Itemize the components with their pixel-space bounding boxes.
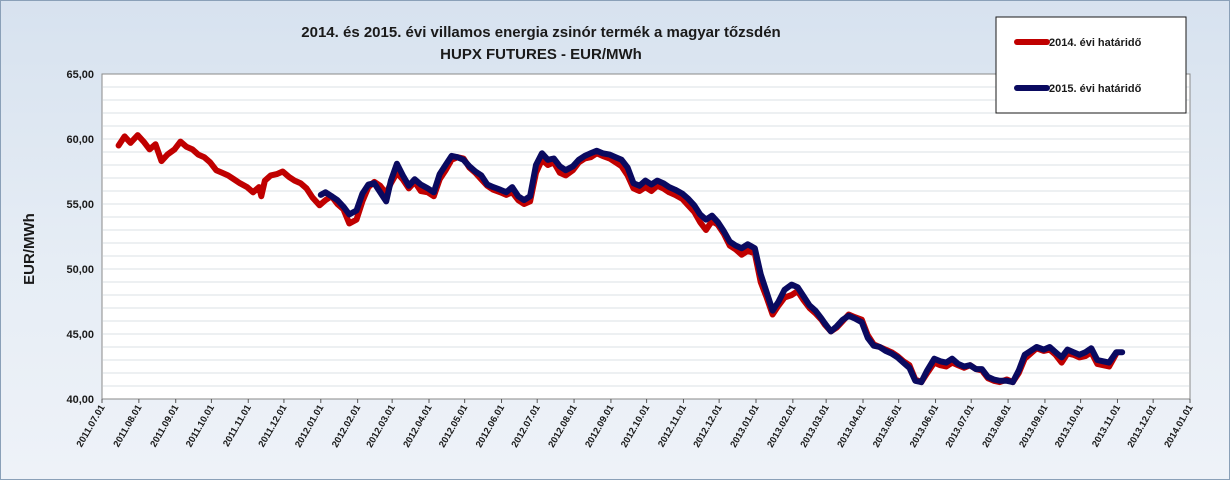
x-tick-label: 2013.04.01 — [835, 402, 869, 449]
x-tick-label: 2013.11.01 — [1090, 402, 1123, 449]
x-tick-label: 2013.05.01 — [871, 402, 905, 449]
y-tick-label: 65,00 — [66, 69, 94, 81]
x-tick-label: 2014.01.01 — [1162, 402, 1196, 449]
x-tick-label: 2012.02.01 — [330, 402, 364, 449]
x-tick-label: 2013.07.01 — [944, 402, 978, 449]
x-tick-label: 2013.08.01 — [980, 402, 1014, 449]
y-axis-label: EUR/MWh — [21, 213, 38, 285]
x-tick-label: 2013.06.01 — [908, 402, 942, 449]
x-axis-ticks: 2011.07.01 2011.08.01 2011.09.01 2011.10.01… — [75, 399, 1196, 450]
chart-subtitle: HUPX FUTURES - EUR/MWh — [440, 46, 642, 63]
x-tick-label: 2012.09.01 — [583, 402, 617, 449]
x-tick-label: 2011.12.01 — [256, 402, 289, 449]
x-tick-label: 2011.07.01 — [75, 402, 108, 449]
y-axis-ticks: 65,00 60,00 55,00 50,00 45,00 40,00 — [66, 69, 94, 406]
legend-label-2014: 2014. évi határidő — [1049, 37, 1142, 49]
x-tick-label: 2013.03.01 — [798, 402, 832, 449]
x-tick-label: 2011.11.01 — [221, 402, 254, 448]
x-tick-label: 2011.08.01 — [111, 402, 144, 449]
series-line-2015 — [317, 147, 1126, 386]
y-tick-label: 55,00 — [66, 199, 94, 211]
plot-area — [101, 73, 1191, 400]
y-tick-label: 45,00 — [66, 329, 94, 341]
x-tick-label: 2012.01.01 — [293, 402, 327, 449]
x-tick-label: 2012.07.01 — [509, 402, 543, 449]
gridlines — [102, 86, 1190, 387]
x-tick-label: 2011.10.01 — [184, 402, 217, 449]
legend: 2014. évi határidő 2015. évi határidő — [995, 16, 1187, 114]
x-tick-label: 2013.09.01 — [1017, 402, 1051, 449]
x-tick-label: 2013.12.01 — [1125, 402, 1159, 449]
x-tick-label: 2013.01.01 — [728, 402, 762, 449]
x-tick-label: 2013.10.01 — [1053, 402, 1087, 449]
x-tick-label: 2012.12.01 — [691, 402, 725, 449]
series-line-2014 — [115, 132, 1120, 386]
legend-label-2015: 2015. évi határidő — [1049, 83, 1142, 95]
x-tick-label: 2013.02.01 — [765, 402, 799, 449]
x-tick-label: 2012.05.01 — [437, 402, 471, 449]
y-tick-label: 50,00 — [66, 264, 94, 276]
y-tick-label: 60,00 — [66, 134, 94, 146]
chart-title: 2014. és 2015. évi villamos energia zsin… — [301, 24, 780, 41]
series-lines — [115, 132, 1126, 386]
x-tick-label: 2012.03.01 — [364, 402, 398, 449]
legend-box — [995, 16, 1187, 114]
y-tick-label: 40,00 — [66, 394, 94, 406]
x-tick-label: 2012.08.01 — [546, 402, 580, 449]
x-tick-label: 2012.04.01 — [401, 402, 435, 449]
x-tick-label: 2012.10.01 — [619, 402, 653, 449]
x-tick-label: 2012.06.01 — [474, 402, 508, 449]
x-tick-label: 2012.11.01 — [656, 402, 689, 449]
x-tick-label: 2011.09.01 — [148, 402, 181, 449]
